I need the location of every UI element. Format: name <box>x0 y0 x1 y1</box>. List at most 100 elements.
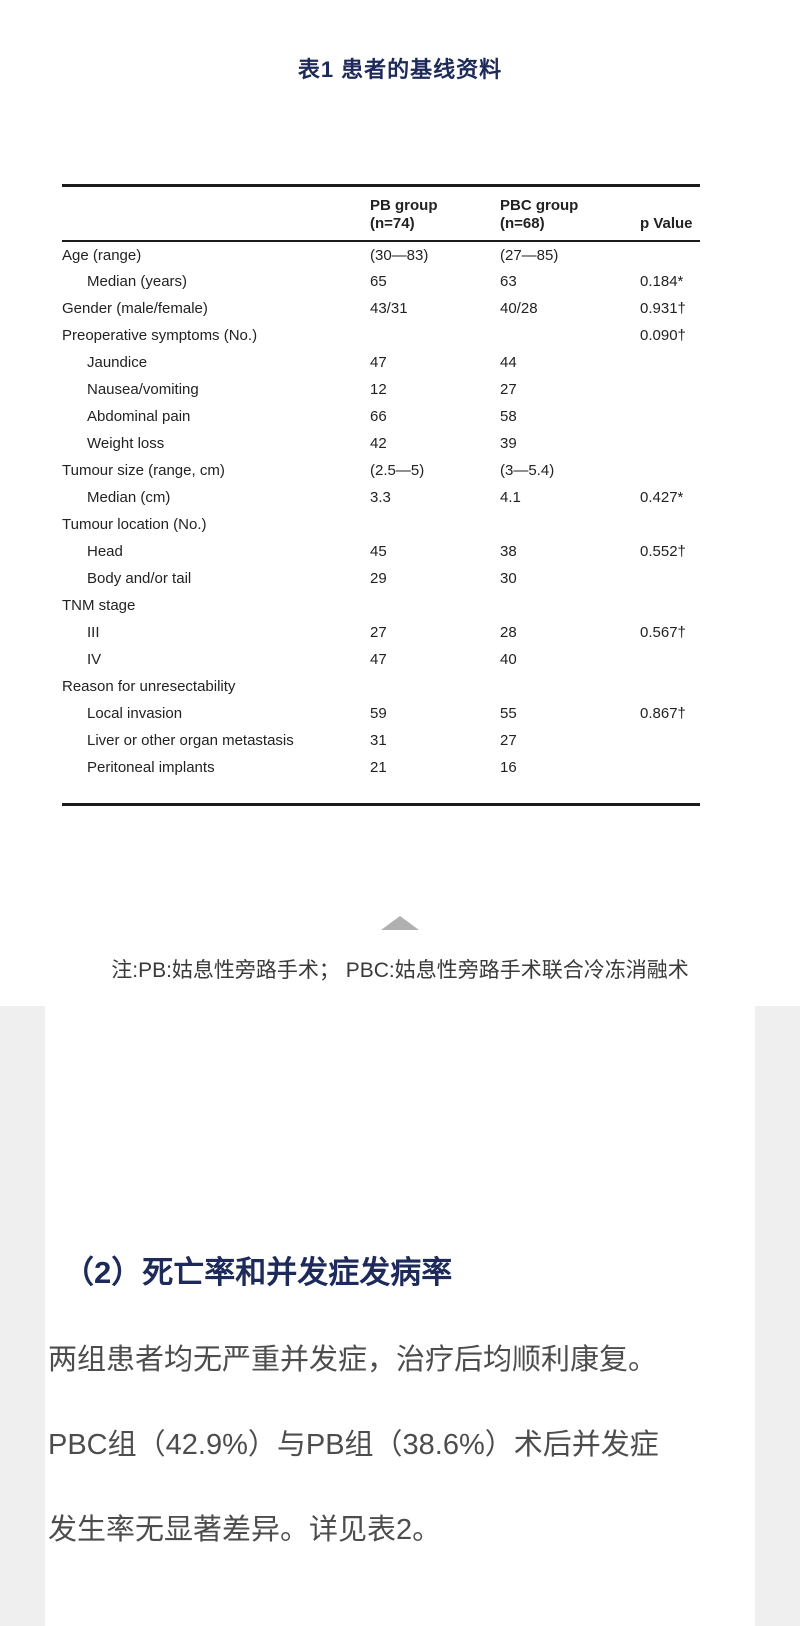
page-margin-band <box>0 1006 800 1626</box>
body-paragraph: 两组患者均无严重并发症，治疗后均顺利康复。 PBC组（42.9%）与PB组（38… <box>48 1318 763 1573</box>
cell-pb: 27 <box>370 624 387 641</box>
table-row: Tumour location (No.) <box>62 511 700 538</box>
row-label: Median (cm) <box>87 489 171 506</box>
table-body: Age (range) (30—83) (27—85) Median (years) 6… <box>62 241 700 781</box>
cell-pb: 12 <box>370 381 387 398</box>
cell-pvalue <box>640 511 700 538</box>
col-header-pb-group: PB group (n=74) <box>370 187 500 242</box>
row-label: IV <box>87 651 102 668</box>
col-header-pb-line1: PB group <box>370 197 438 214</box>
table-row: Local invasion 59 55 0.867† <box>62 700 700 727</box>
row-label: III <box>87 624 100 641</box>
cell-pbc: (3—5.4) <box>500 462 555 479</box>
cell-pvalue <box>640 430 700 457</box>
table-row: Nausea/vomiting 12 27 <box>62 376 700 403</box>
cell-pb: 59 <box>370 705 387 722</box>
row-label: Reason for unresectability <box>62 678 236 695</box>
table-row: Median (cm) 3.3 4.1 0.427* <box>62 484 700 511</box>
cell-pvalue <box>640 241 700 268</box>
col-header-p-value-label: p Value <box>640 215 693 232</box>
table-row: Head 45 38 0.552† <box>62 538 700 565</box>
table-row: III 27 28 0.567† <box>62 619 700 646</box>
cell-pb: 66 <box>370 408 387 425</box>
cell-pvalue: 0.931† <box>640 300 686 317</box>
table-row: Weight loss 42 39 <box>62 430 700 457</box>
table-row: Preoperative symptoms (No.) 0.090† <box>62 322 700 349</box>
row-label: Liver or other organ metastasis <box>87 732 294 749</box>
table-row: TNM stage <box>62 592 700 619</box>
cell-pbc: 28 <box>500 624 517 641</box>
cell-pb <box>370 322 500 349</box>
cell-pb: 29 <box>370 570 387 587</box>
cell-pvalue: 0.867† <box>640 705 686 722</box>
cell-pb: (2.5—5) <box>370 462 425 479</box>
cell-pvalue <box>640 727 700 754</box>
table-row: Reason for unresectability <box>62 673 700 700</box>
cell-pbc: 40 <box>500 651 517 668</box>
cell-pvalue <box>640 754 700 781</box>
cell-pvalue <box>640 592 700 619</box>
col-header-empty <box>62 187 370 242</box>
cell-pbc: 58 <box>500 408 517 425</box>
table-row: Abdominal pain 66 58 <box>62 403 700 430</box>
row-label: Gender (male/female) <box>62 300 208 317</box>
collapse-up-triangle-icon[interactable] <box>381 916 419 930</box>
cell-pb: 65 <box>370 273 387 290</box>
cell-pbc: 44 <box>500 354 517 371</box>
cell-pb: 42 <box>370 435 387 452</box>
table-note: 注:PB:姑息性旁路手术； PBC:姑息性旁路手术联合冷冻消融术 <box>111 959 689 982</box>
cell-pb <box>370 592 500 619</box>
paragraph-line: PBC组（42.9%）与PB组（38.6%）术后并发症 <box>48 1429 659 1461</box>
row-label: Tumour location (No.) <box>62 516 207 533</box>
row-label: Jaundice <box>87 354 148 371</box>
table-caption: 表1 患者的基线资料 <box>297 57 503 82</box>
cell-pb: 21 <box>370 759 387 776</box>
row-label: Nausea/vomiting <box>87 381 199 398</box>
col-header-pbc-group: PBC group (n=68) <box>500 187 640 242</box>
table-row: Median (years) 65 63 0.184* <box>62 268 700 295</box>
row-label: Local invasion <box>87 705 183 722</box>
row-label: Preoperative symptoms (No.) <box>62 327 258 344</box>
cell-pb: 47 <box>370 354 387 371</box>
cell-pbc <box>500 511 640 538</box>
row-label: Tumour size (range, cm) <box>62 462 225 479</box>
content-sheet <box>45 1006 755 1626</box>
table-header-row: PB group (n=74) PBC group (n=68) p Value <box>62 187 700 242</box>
col-header-pb-line2: (n=74) <box>370 215 415 232</box>
cell-pb <box>370 673 500 700</box>
cell-pvalue <box>640 673 700 700</box>
col-header-pbc-line1: PBC group <box>500 197 579 214</box>
cell-pvalue <box>640 349 700 376</box>
cell-pbc: (27—85) <box>500 246 559 264</box>
table-row: Gender (male/female) 43/31 40/28 0.931† <box>62 295 700 322</box>
cell-pbc: 16 <box>500 759 517 776</box>
cell-pbc <box>500 592 640 619</box>
cell-pvalue <box>640 457 700 484</box>
cell-pvalue <box>640 646 700 673</box>
paragraph-line: 两组患者均无严重并发症，治疗后均顺利康复。 <box>48 1344 658 1376</box>
cell-pb: 3.3 <box>370 489 391 506</box>
table-row: Peritoneal implants 21 16 <box>62 754 700 781</box>
cell-pb <box>370 511 500 538</box>
cell-pb: (30—83) <box>370 246 429 264</box>
cell-pvalue <box>640 376 700 403</box>
row-label: Weight loss <box>87 435 165 452</box>
row-label: Body and/or tail <box>87 570 192 587</box>
cell-pvalue <box>640 565 700 592</box>
col-header-pbc-line2: (n=68) <box>500 215 545 232</box>
cell-pvalue <box>640 403 700 430</box>
cell-pb: 45 <box>370 543 387 560</box>
cell-pvalue: 0.552† <box>640 543 686 560</box>
cell-pbc <box>500 322 640 349</box>
section-heading: （2）死亡率和并发症发病率 <box>63 1255 453 1290</box>
row-label: Abdominal pain <box>87 408 191 425</box>
cell-pbc: 63 <box>500 273 517 290</box>
cell-pbc: 30 <box>500 570 517 587</box>
cell-pb: 43/31 <box>370 300 408 317</box>
cell-pbc: 4.1 <box>500 489 521 506</box>
col-header-p-value: p Value <box>640 187 700 242</box>
row-label: Peritoneal implants <box>87 759 215 776</box>
table-row: Age (range) (30—83) (27—85) <box>62 241 700 268</box>
row-label: Median (years) <box>87 273 188 290</box>
